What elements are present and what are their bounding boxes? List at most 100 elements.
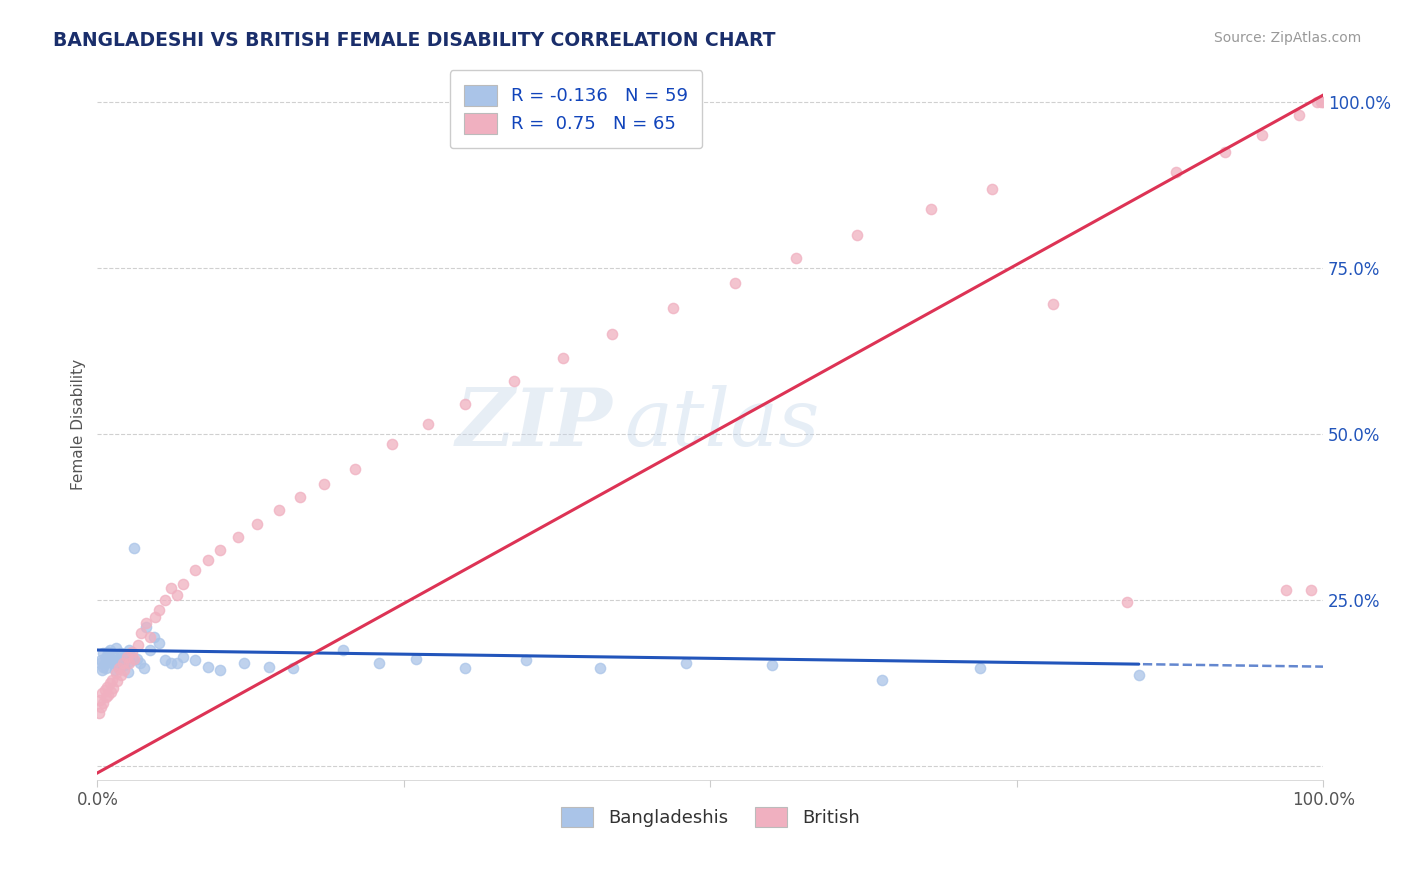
Point (172, 649, 194, 664)
Point (110, 667, 132, 681)
Point (1309, 95, 1331, 109)
Point (724, 276, 747, 290)
Point (127, 639, 149, 653)
Point (153, 593, 176, 607)
Point (233, 657, 256, 671)
Point (110, 646, 132, 660)
Point (139, 630, 162, 644)
Point (1213, 145, 1236, 159)
Point (246, 516, 269, 531)
Point (104, 653, 127, 667)
Point (87, 706, 110, 721)
Point (148, 603, 170, 617)
Text: Source: ZipAtlas.com: Source: ZipAtlas.com (1213, 31, 1361, 45)
Legend: Bangladeshis, British: Bangladeshis, British (554, 799, 868, 835)
Point (1250, 128, 1272, 142)
Point (118, 643, 141, 657)
Point (117, 665, 139, 679)
Point (969, 661, 991, 675)
Y-axis label: Female Disability: Female Disability (72, 359, 86, 490)
Point (675, 657, 697, 671)
Point (90, 699, 112, 714)
Point (97, 688, 120, 702)
Point (96, 680, 118, 694)
Point (166, 588, 188, 602)
Point (122, 651, 145, 665)
Text: atlas: atlas (624, 385, 820, 463)
Point (454, 661, 477, 675)
Point (1288, 108, 1310, 122)
Text: BANGLADESHI VS BRITISH FEMALE DISABILITY CORRELATION CHART: BANGLADESHI VS BRITISH FEMALE DISABILITY… (53, 31, 776, 50)
Point (129, 657, 152, 671)
Point (515, 653, 537, 667)
Point (160, 581, 183, 595)
Point (160, 657, 183, 671)
Point (208, 543, 231, 558)
Point (94, 661, 117, 675)
Point (93, 646, 115, 660)
Point (148, 636, 170, 650)
Point (97, 645, 120, 659)
Point (111, 654, 134, 668)
Point (101, 673, 124, 687)
Point (105, 674, 128, 689)
Point (184, 653, 207, 667)
Point (197, 659, 219, 673)
Point (114, 648, 136, 662)
Point (100, 685, 122, 699)
Point (94, 649, 117, 664)
Point (920, 202, 942, 217)
Point (120, 654, 142, 668)
Point (197, 553, 219, 567)
Point (100, 651, 122, 665)
Point (589, 661, 612, 675)
Point (112, 658, 135, 673)
Point (454, 397, 477, 411)
Point (107, 651, 129, 665)
Point (94, 690, 117, 704)
Point (93, 682, 115, 697)
Point (104, 666, 127, 681)
Point (105, 657, 128, 671)
Point (98, 676, 121, 690)
Point (135, 620, 157, 634)
Point (1164, 164, 1187, 178)
Point (283, 661, 305, 675)
Point (1312, 95, 1334, 109)
Point (91, 663, 114, 677)
Point (418, 417, 440, 431)
Point (108, 661, 131, 675)
Point (166, 657, 188, 671)
Point (314, 476, 336, 491)
Point (846, 227, 869, 242)
Point (184, 563, 207, 577)
Point (1042, 297, 1064, 311)
Point (1299, 583, 1322, 598)
Point (121, 649, 143, 664)
Point (118, 657, 141, 671)
Point (104, 640, 127, 655)
Point (380, 437, 402, 451)
Point (112, 663, 135, 677)
Point (553, 351, 575, 365)
Point (153, 653, 176, 667)
Point (121, 645, 143, 659)
Point (288, 490, 311, 504)
Point (368, 657, 391, 671)
Point (131, 626, 153, 640)
Point (503, 374, 526, 388)
Point (112, 657, 135, 671)
Point (101, 657, 124, 671)
Point (89, 693, 111, 707)
Point (115, 649, 138, 664)
Point (761, 658, 783, 673)
Point (208, 663, 231, 677)
Point (122, 541, 145, 556)
Point (870, 673, 893, 687)
Point (103, 663, 125, 677)
Point (662, 301, 685, 315)
Point (132, 661, 155, 675)
Point (172, 576, 194, 591)
Point (257, 659, 280, 673)
Point (96, 653, 118, 667)
